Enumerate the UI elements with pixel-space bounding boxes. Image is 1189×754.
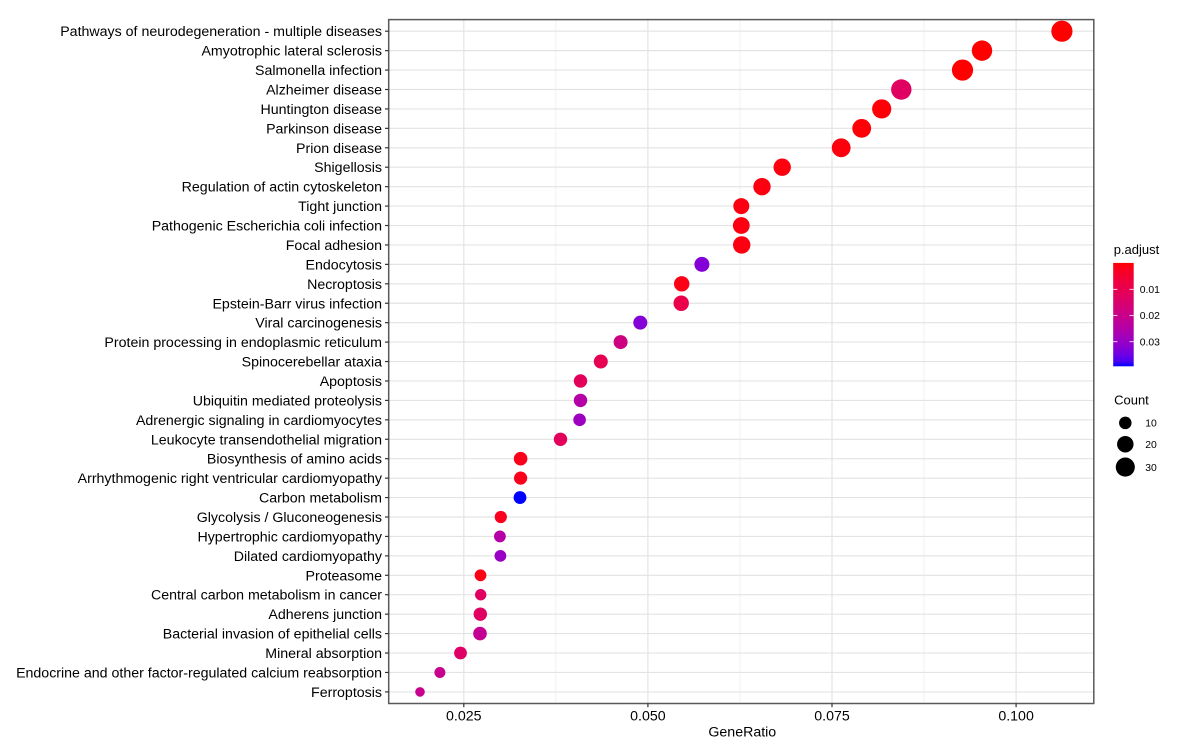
- svg-text:Adrenergic signaling in cardio: Adrenergic signaling in cardiomyocytes: [136, 413, 382, 429]
- svg-text:0.025: 0.025: [446, 709, 482, 725]
- svg-text:GeneRatio: GeneRatio: [708, 725, 776, 741]
- svg-text:Proteasome: Proteasome: [306, 568, 383, 584]
- svg-text:20: 20: [1145, 440, 1157, 451]
- svg-text:p.adjust: p.adjust: [1114, 242, 1160, 257]
- svg-text:Shigellosis: Shigellosis: [314, 160, 382, 176]
- svg-text:Bacterial invasion of epitheli: Bacterial invasion of epithelial cells: [163, 627, 382, 643]
- svg-text:Necroptosis: Necroptosis: [307, 277, 382, 293]
- svg-text:Pathogenic Escherichia coli in: Pathogenic Escherichia coli infection: [152, 219, 382, 235]
- svg-text:Mineral absorption: Mineral absorption: [265, 646, 382, 662]
- svg-text:0.02: 0.02: [1140, 311, 1160, 322]
- svg-text:Amyotrophic lateral sclerosis: Amyotrophic lateral sclerosis: [201, 44, 382, 60]
- svg-text:Spinocerebellar ataxia: Spinocerebellar ataxia: [242, 355, 382, 371]
- svg-text:Pathways of neurodegeneration: Pathways of neurodegeneration - multiple…: [60, 24, 382, 40]
- svg-text:Endocrine and other factor-reg: Endocrine and other factor-regulated cal…: [16, 665, 382, 681]
- svg-text:0.03: 0.03: [1140, 337, 1160, 348]
- svg-text:Biosynthesis of amino acids: Biosynthesis of amino acids: [207, 452, 382, 468]
- svg-text:Focal adhesion: Focal adhesion: [286, 238, 382, 254]
- svg-text:Ubiquitin mediated proteolysis: Ubiquitin mediated proteolysis: [193, 393, 382, 409]
- svg-text:Prion disease: Prion disease: [296, 141, 382, 157]
- svg-text:0.075: 0.075: [814, 709, 850, 725]
- svg-text:Hypertrophic cardiomyopathy: Hypertrophic cardiomyopathy: [197, 529, 382, 545]
- svg-text:Protein processing in endoplas: Protein processing in endoplasmic reticu…: [104, 335, 382, 351]
- svg-text:Dilated cardiomyopathy: Dilated cardiomyopathy: [234, 549, 383, 565]
- svg-text:Parkinson disease: Parkinson disease: [266, 121, 382, 137]
- svg-text:30: 30: [1145, 463, 1157, 474]
- svg-text:Viral carcinogenesis: Viral carcinogenesis: [255, 316, 382, 332]
- svg-text:Central carbon metabolism in c: Central carbon metabolism in cancer: [151, 588, 382, 604]
- svg-text:Arrhythmogenic right ventricul: Arrhythmogenic right ventricular cardiom…: [78, 471, 383, 487]
- svg-text:0.100: 0.100: [998, 709, 1034, 725]
- svg-text:Endocytosis: Endocytosis: [306, 257, 383, 273]
- svg-text:0.050: 0.050: [630, 709, 666, 725]
- svg-text:Tight junction: Tight junction: [298, 199, 382, 215]
- svg-text:10: 10: [1145, 419, 1157, 430]
- svg-text:Leukocyte transendothelial mig: Leukocyte transendothelial migration: [151, 432, 382, 448]
- svg-text:Regulation of actin cytoskelet: Regulation of actin cytoskeleton: [182, 180, 382, 196]
- svg-text:Huntington disease: Huntington disease: [261, 102, 383, 118]
- svg-text:Epstein-Barr virus infection: Epstein-Barr virus infection: [212, 296, 382, 312]
- svg-text:Glycolysis / Gluconeogenesis: Glycolysis / Gluconeogenesis: [197, 510, 382, 526]
- svg-text:Ferroptosis: Ferroptosis: [311, 685, 382, 701]
- svg-text:0.01: 0.01: [1140, 285, 1160, 296]
- svg-text:Adherens junction: Adherens junction: [268, 607, 382, 623]
- svg-text:Salmonella infection: Salmonella infection: [255, 63, 382, 79]
- svg-text:Count: Count: [1114, 392, 1149, 407]
- svg-text:Alzheimer disease: Alzheimer disease: [266, 83, 382, 99]
- svg-text:Carbon metabolism: Carbon metabolism: [259, 491, 382, 507]
- svg-text:Apoptosis: Apoptosis: [320, 374, 382, 390]
